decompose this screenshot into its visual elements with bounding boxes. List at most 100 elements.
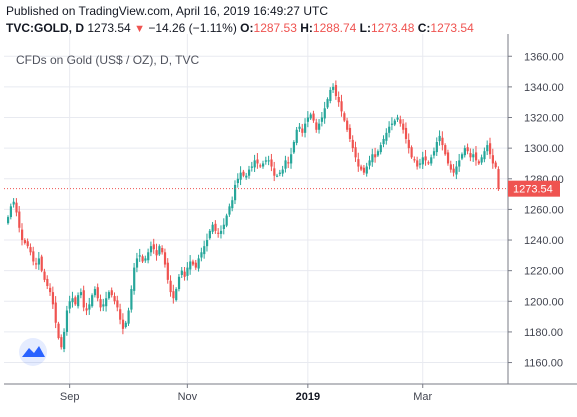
candle (416, 156, 419, 170)
candle (376, 149, 380, 158)
candle (365, 162, 368, 177)
candle (233, 180, 237, 205)
candle (388, 121, 391, 138)
candle (320, 112, 324, 127)
candle (424, 149, 427, 166)
candle (298, 123, 301, 132)
price-tick-label: 1320.00 (524, 113, 564, 125)
candle (309, 112, 312, 120)
candle (460, 152, 464, 161)
candle (208, 229, 211, 240)
candle (239, 166, 242, 186)
candle (12, 198, 15, 208)
time-tick-label: Mar (413, 391, 432, 403)
candle (161, 245, 164, 255)
price-tick-label: 1260.00 (524, 204, 564, 216)
candle (155, 243, 158, 261)
candle (163, 248, 167, 268)
last-price-badge (508, 180, 560, 197)
candle (259, 163, 262, 169)
candle (390, 117, 394, 131)
candle (194, 259, 197, 270)
candle (413, 156, 416, 163)
candle (236, 173, 239, 188)
candle (214, 220, 217, 234)
candle (35, 257, 38, 270)
candle (477, 159, 480, 165)
candle (295, 127, 298, 146)
candle (396, 114, 399, 122)
price-tick-label: 1180.00 (524, 327, 563, 339)
candle (469, 148, 472, 162)
candle (480, 154, 483, 165)
candle (326, 97, 329, 109)
candle (166, 258, 169, 284)
candle (304, 118, 307, 138)
candle (205, 233, 209, 252)
candle (37, 251, 41, 270)
candle (446, 149, 450, 166)
candle (242, 169, 245, 178)
candle (71, 291, 74, 308)
candle (130, 285, 133, 313)
candle (175, 287, 178, 302)
candle (228, 203, 231, 217)
price-tick-label: 1220.00 (524, 266, 564, 278)
candle (452, 164, 455, 177)
candle (23, 238, 27, 245)
candle (54, 296, 57, 329)
close-label: C: (417, 21, 431, 35)
candle (357, 152, 360, 172)
candle (91, 293, 94, 308)
candle (379, 142, 382, 155)
candle (421, 151, 424, 169)
candle (121, 313, 125, 335)
price-tick-label: 1360.00 (524, 51, 564, 63)
candle (15, 198, 18, 217)
candle (217, 228, 220, 238)
candle (102, 298, 105, 312)
candle (74, 295, 77, 306)
candle (262, 160, 265, 169)
time-axis[interactable]: Sep Nov 2019 Mar (4, 383, 577, 403)
candle (149, 241, 153, 257)
candle (57, 321, 60, 340)
candle (256, 153, 259, 169)
price-tick-label: 1200.00 (524, 296, 564, 308)
price-axis[interactable]: 1160.00 1180.00 1200.00 1220.00 1240.00 1260.… (507, 34, 564, 384)
candle (329, 87, 332, 104)
candle (427, 160, 430, 165)
candle (127, 307, 130, 326)
candle (60, 334, 63, 350)
candle (337, 91, 340, 107)
candle (197, 254, 200, 272)
price-tick-label: 1340.00 (524, 82, 564, 94)
candle (466, 143, 469, 155)
candle (245, 172, 248, 180)
candle (418, 158, 422, 169)
candle (180, 266, 183, 279)
candle (278, 169, 282, 177)
candle (449, 160, 452, 173)
candle (250, 161, 253, 172)
tradingview-logo-icon[interactable] (19, 338, 47, 366)
candle (315, 118, 318, 133)
candle (124, 320, 127, 329)
candle (65, 305, 69, 336)
candle (49, 283, 52, 296)
chart-header: Published on TradingView.com, April 16, … (6, 3, 574, 38)
candle (43, 268, 46, 283)
candle (332, 83, 335, 94)
candle (225, 213, 228, 228)
open-label: O: (240, 21, 254, 35)
candle (488, 137, 492, 159)
candle (438, 130, 441, 146)
price-tick-label: 1240.00 (524, 235, 564, 247)
candle (46, 275, 49, 290)
candle (444, 143, 447, 156)
candle (348, 124, 352, 143)
candle (247, 165, 251, 179)
candle (158, 244, 161, 256)
candle (410, 145, 413, 159)
